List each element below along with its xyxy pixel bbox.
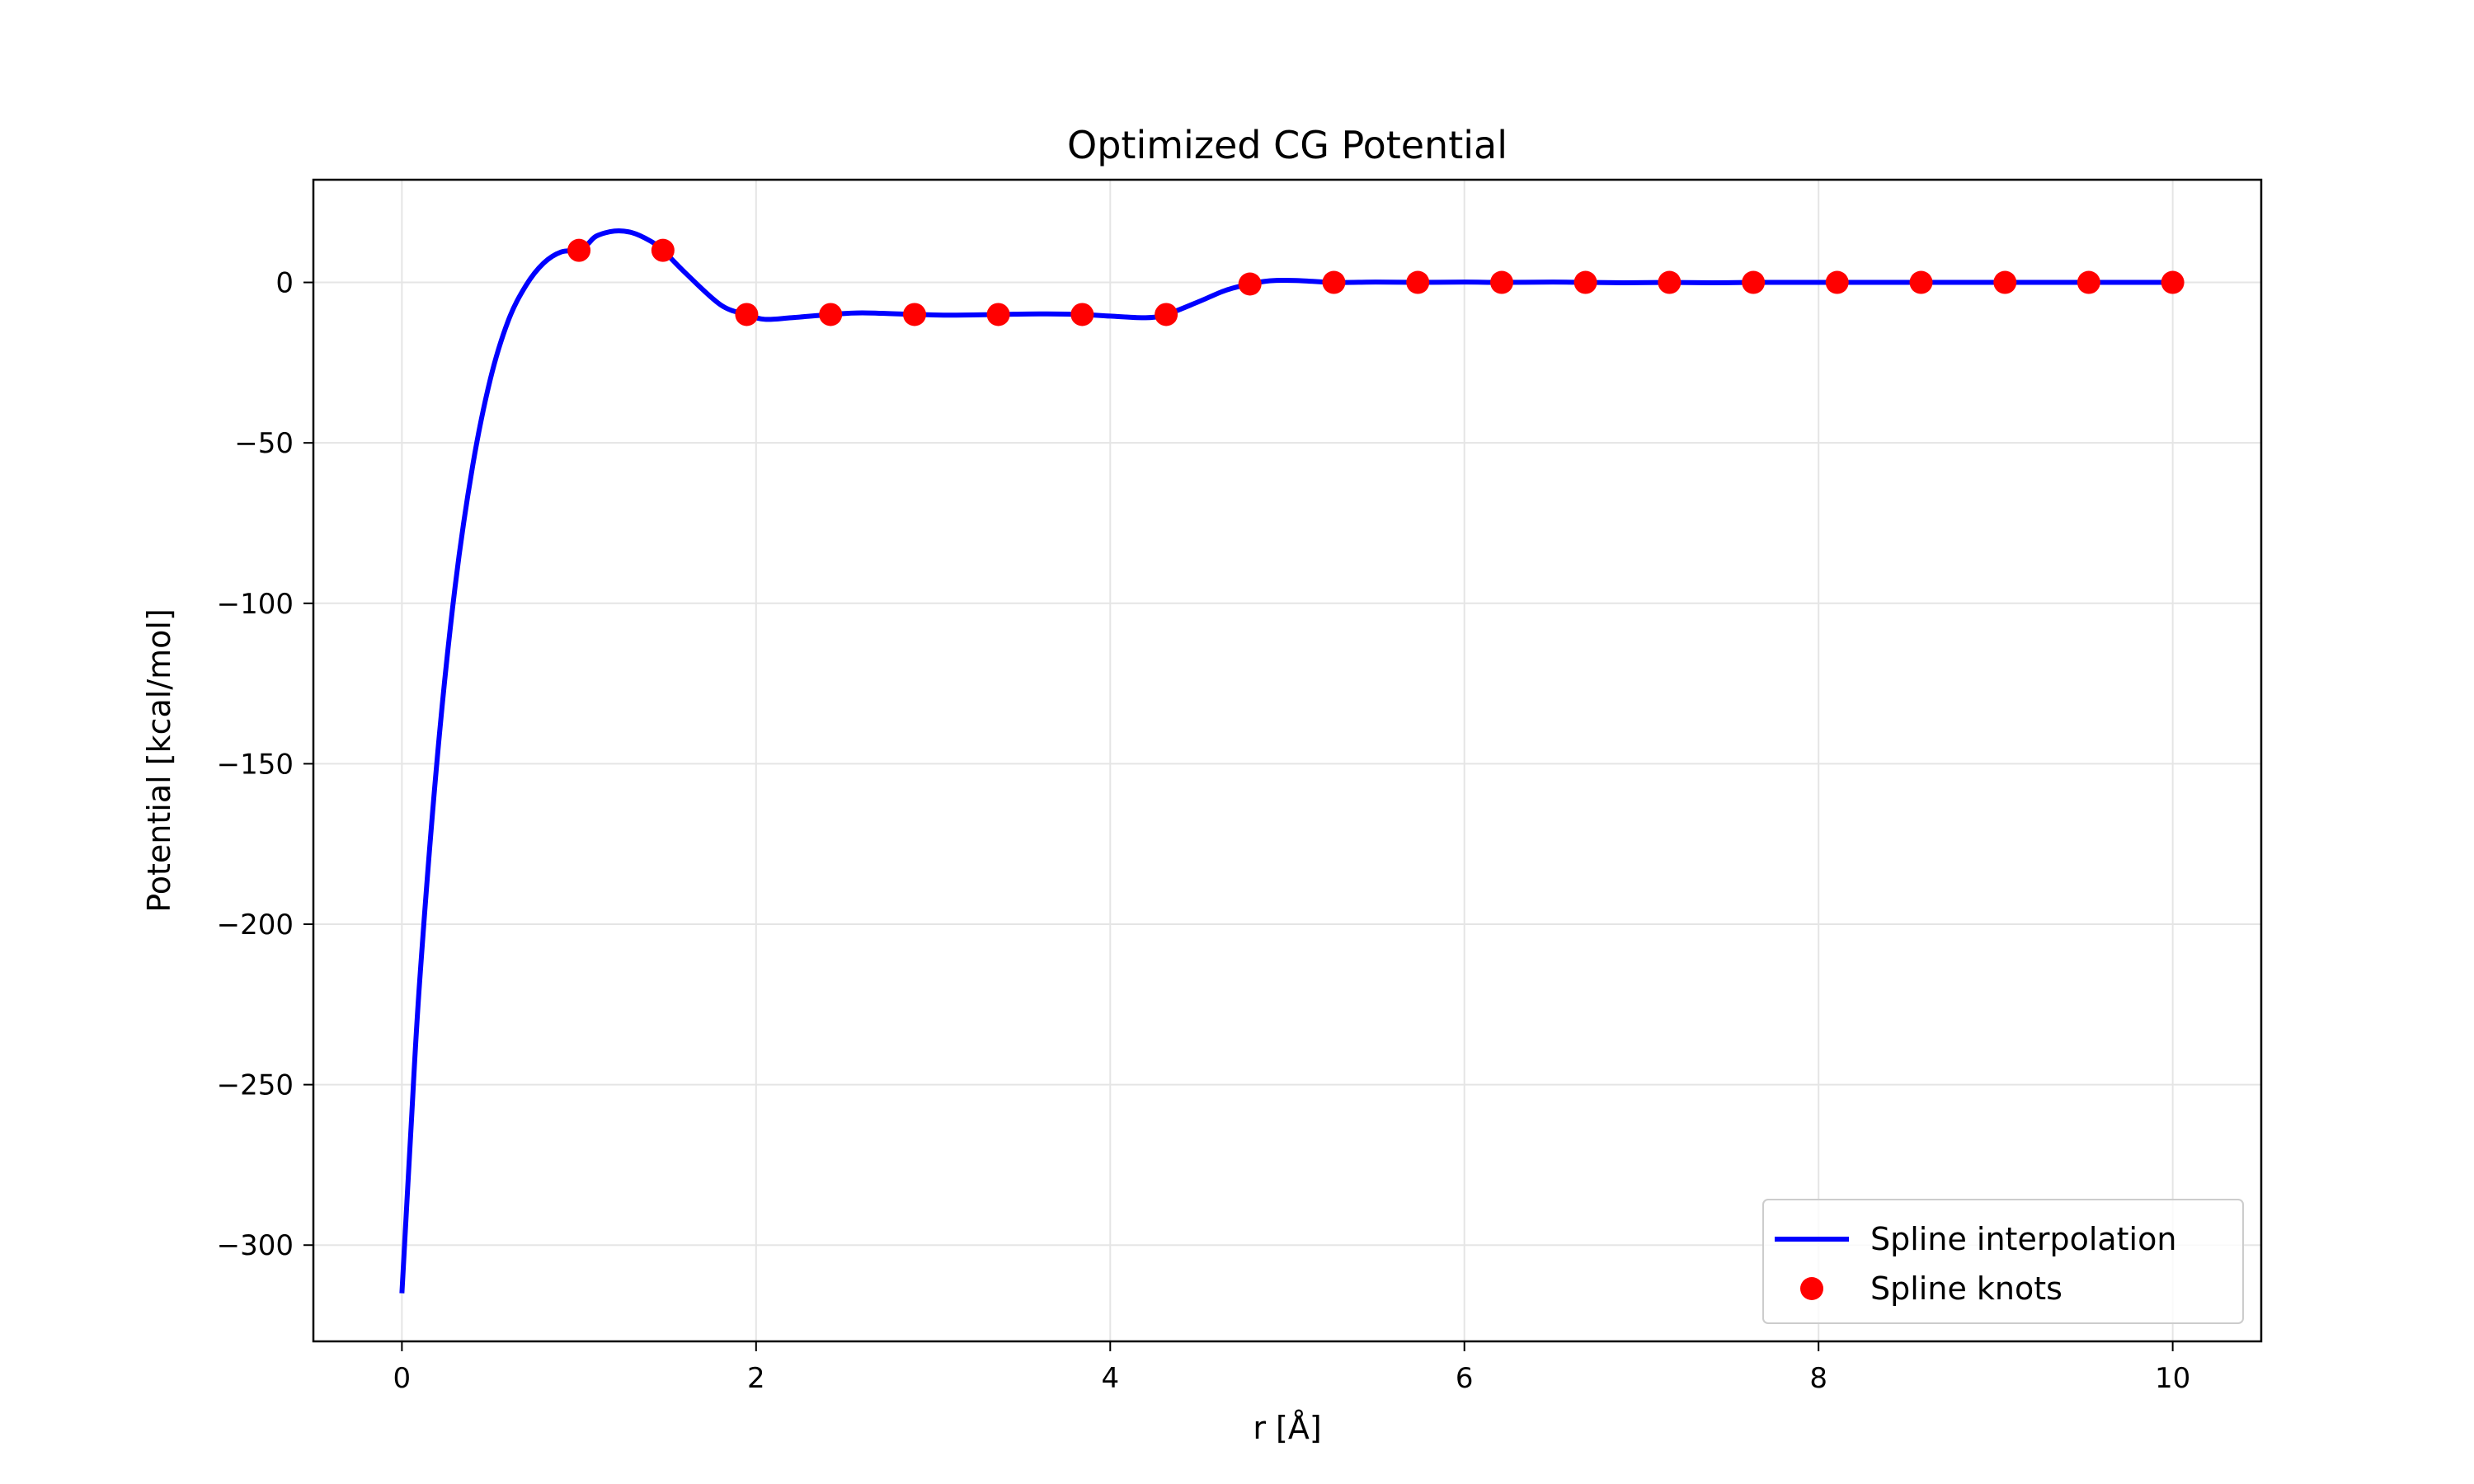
spline-knot-point xyxy=(986,303,1010,326)
x-tick-label: 2 xyxy=(747,1362,765,1395)
spline-knot-point xyxy=(1490,270,1514,294)
y-tick-label: −300 xyxy=(217,1229,294,1262)
y-axis-title: Potential [kcal/mol] xyxy=(141,608,177,913)
spline-knot-point xyxy=(1742,270,1766,294)
x-tick-label: 10 xyxy=(2155,1362,2190,1395)
spline-knot-point xyxy=(735,303,759,326)
legend-box xyxy=(1762,1199,2244,1324)
spline-knot-point xyxy=(819,303,843,326)
x-axis-title: r [Å] xyxy=(1253,1410,1321,1446)
y-tick-label: −150 xyxy=(217,748,294,781)
spline-knot-point xyxy=(902,303,926,326)
chart-title: Optimized CG Potential xyxy=(1067,123,1507,167)
axes-frame xyxy=(312,178,2263,1343)
spline-knot-point xyxy=(1322,270,1346,294)
plot-area xyxy=(399,228,2185,1294)
legend-label-spline-interpolation: Spline interpolation xyxy=(1870,1221,2176,1257)
legend-marker-swatch xyxy=(1800,1277,1823,1300)
x-tick-label: 0 xyxy=(393,1362,412,1395)
spline-knot-point xyxy=(1155,303,1178,326)
spline-knot-point xyxy=(651,238,675,262)
spline-knot-point xyxy=(1406,270,1430,294)
spline-knot-point xyxy=(567,238,591,262)
y-tick-label: −100 xyxy=(217,588,294,621)
legend-label-spline-knots: Spline knots xyxy=(1870,1270,2062,1307)
axis-ticks: 0 2 4 6 8 10 0 −50 −100 −150 −200 −250 −300 xyxy=(217,267,2191,1395)
spline-knot-point xyxy=(1070,303,1094,326)
y-tick-label: −50 xyxy=(234,427,294,460)
y-tick-label: −200 xyxy=(217,909,294,942)
spline-knot-point xyxy=(2161,270,2185,294)
y-tick-label: 0 xyxy=(275,267,294,300)
spline-knot-point xyxy=(1825,270,1849,294)
x-tick-label: 8 xyxy=(1809,1362,1827,1395)
spline-knot-point xyxy=(2077,270,2100,294)
spline-knot-point xyxy=(1238,272,1262,296)
x-tick-label: 4 xyxy=(1101,1362,1119,1395)
spline-knot-point xyxy=(1573,270,1597,294)
legend: Spline interpolation Spline knots xyxy=(1762,1199,2244,1324)
spline-knot-point xyxy=(1909,270,1933,294)
spline-knot-point xyxy=(1993,270,2017,294)
x-tick-label: 6 xyxy=(1456,1362,1474,1395)
y-tick-label: −250 xyxy=(217,1069,294,1102)
spline-knot-point xyxy=(1658,270,1681,294)
